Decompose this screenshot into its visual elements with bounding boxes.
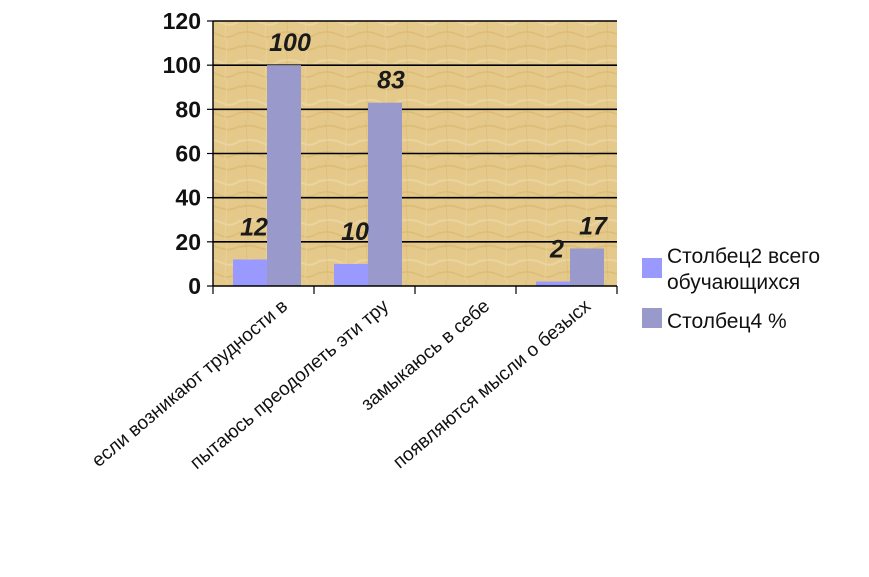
data-label: 2	[549, 236, 564, 264]
x-category-label: пытаюсь преодолеть эти тру	[186, 295, 393, 473]
y-tick-label: 60	[175, 141, 201, 167]
y-tick-label: 80	[175, 96, 201, 122]
bar-series-1	[334, 263, 368, 286]
legend-label: Столбец2 всего обучающихся	[667, 245, 820, 294]
legend-label: Столбец4 %	[667, 310, 787, 333]
data-label: 17	[579, 212, 608, 240]
data-label: 100	[269, 29, 311, 57]
y-tick-label: 40	[175, 185, 201, 211]
x-category-label: появляются мысли о безысх	[389, 295, 595, 473]
data-label: 10	[341, 218, 369, 246]
y-tick-label: 120	[163, 8, 201, 34]
bar-series-2	[570, 248, 604, 286]
y-tick-label: 100	[163, 52, 201, 78]
bar-series-1	[536, 281, 570, 286]
data-label: 83	[377, 67, 405, 95]
data-label: 12	[240, 214, 268, 242]
y-tick-label: 0	[188, 273, 201, 299]
bar-series-2	[267, 65, 301, 287]
legend-swatch	[642, 308, 662, 328]
x-category-label: если возникают трудности в	[88, 296, 292, 472]
legend-swatch	[642, 258, 662, 278]
bar-series-2	[368, 102, 402, 286]
bar-series-1	[233, 259, 267, 286]
y-tick-label: 20	[175, 229, 201, 255]
